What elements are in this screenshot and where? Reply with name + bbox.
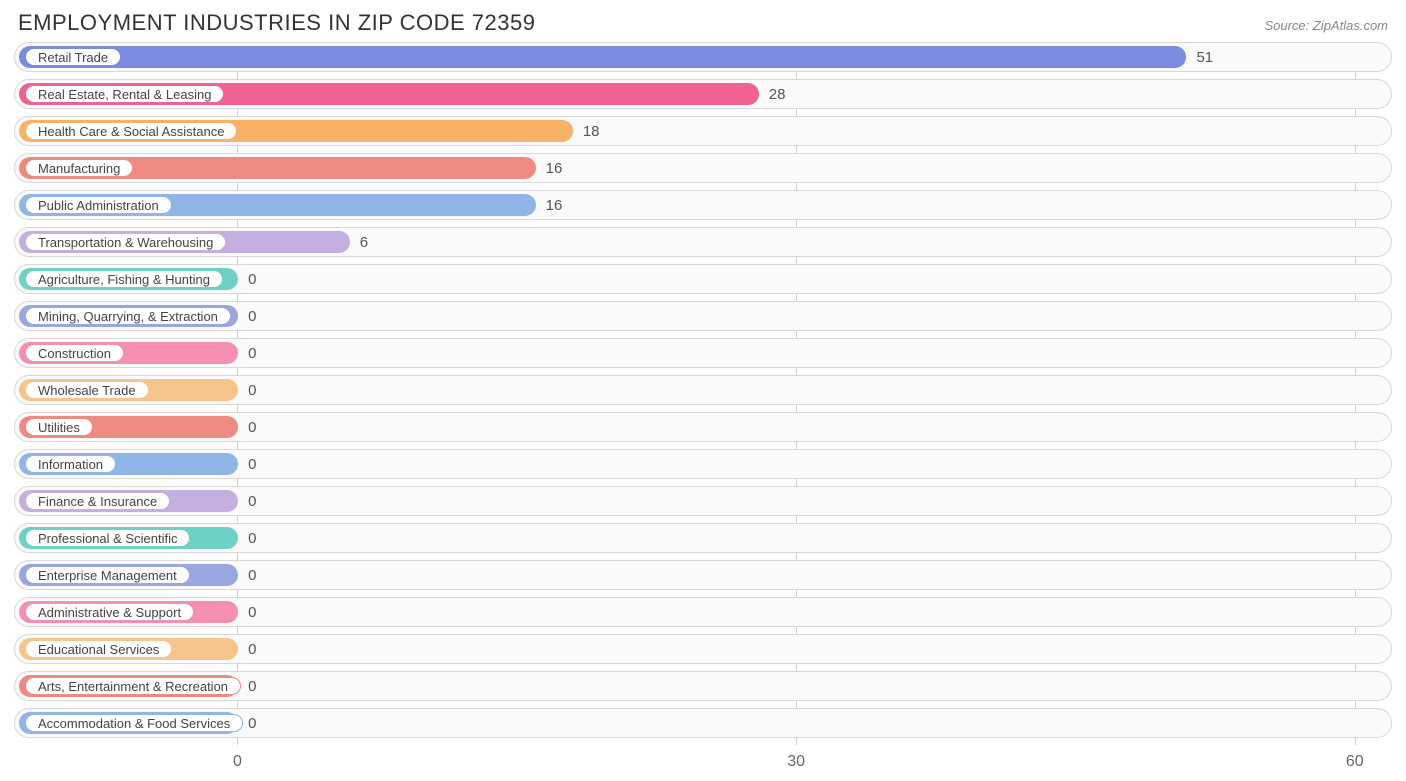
bar-row: Finance & Insurance 0 bbox=[14, 486, 1392, 516]
bar-row: Arts, Entertainment & Recreation0 bbox=[14, 671, 1392, 701]
bar-label: Finance & Insurance bbox=[25, 492, 170, 510]
bar-value: 0 bbox=[238, 265, 256, 293]
bar-row: Manufacturing 16 bbox=[14, 153, 1392, 183]
bar-label: Public Administration bbox=[25, 196, 172, 214]
bar-row: Real Estate, Rental & Leasing 28 bbox=[14, 79, 1392, 109]
bar-label: Real Estate, Rental & Leasing bbox=[25, 85, 224, 103]
bar-row: Agriculture, Fishing & Hunting 0 bbox=[14, 264, 1392, 294]
bar-value: 16 bbox=[536, 154, 563, 182]
bar-row: Transportation & Warehousing 6 bbox=[14, 227, 1392, 257]
bar-value: 0 bbox=[238, 635, 256, 663]
bar-value: 0 bbox=[238, 302, 256, 330]
bar-value: 0 bbox=[238, 598, 256, 626]
bar-row: Health Care & Social Assistance 18 bbox=[14, 116, 1392, 146]
bar-value: 16 bbox=[536, 191, 563, 219]
bar-label: Information bbox=[25, 455, 116, 473]
axis-tick-label: 60 bbox=[1346, 753, 1364, 771]
bar-row: Professional & Scientific 0 bbox=[14, 523, 1392, 553]
bar-value: 0 bbox=[238, 561, 256, 589]
bar-value: 0 bbox=[238, 709, 256, 737]
bar-row: Information 0 bbox=[14, 449, 1392, 479]
chart-header: EMPLOYMENT INDUSTRIES IN ZIP CODE 72359 … bbox=[14, 10, 1392, 36]
bar-row: Construction 0 bbox=[14, 338, 1392, 368]
bar-row: Public Administration 16 bbox=[14, 190, 1392, 220]
bar-label: Professional & Scientific bbox=[25, 529, 190, 547]
x-axis: 0 30 60 bbox=[14, 749, 1392, 771]
bar-value: 0 bbox=[238, 413, 256, 441]
bar-value: 18 bbox=[573, 117, 600, 145]
bar-label: Arts, Entertainment & Recreation bbox=[25, 677, 241, 695]
bar-label: Utilities bbox=[25, 418, 93, 436]
chart-source: Source: ZipAtlas.com bbox=[1264, 18, 1388, 33]
bar-value: 0 bbox=[238, 487, 256, 515]
bar-label: Administrative & Support bbox=[25, 603, 194, 621]
bar-value: 6 bbox=[350, 228, 368, 256]
bar-row: Accommodation & Food Services0 bbox=[14, 708, 1392, 738]
axis-tick-label: 0 bbox=[233, 753, 242, 771]
bar-row: Mining, Quarrying, & Extraction 0 bbox=[14, 301, 1392, 331]
bar-row: Administrative & Support 0 bbox=[14, 597, 1392, 627]
bar-label: Mining, Quarrying, & Extraction bbox=[25, 307, 231, 325]
bar-row: Educational Services 0 bbox=[14, 634, 1392, 664]
bar-label: Accommodation & Food Services bbox=[25, 714, 243, 732]
chart-title: EMPLOYMENT INDUSTRIES IN ZIP CODE 72359 bbox=[18, 10, 536, 36]
bar-label: Wholesale Trade bbox=[25, 381, 149, 399]
bar-label: Educational Services bbox=[25, 640, 172, 658]
bar-value: 0 bbox=[238, 524, 256, 552]
bar-row: Utilities 0 bbox=[14, 412, 1392, 442]
bar-row: Enterprise Management 0 bbox=[14, 560, 1392, 590]
bar-row: Retail Trade 51 bbox=[14, 42, 1392, 72]
bar-value: 28 bbox=[759, 80, 786, 108]
bar-value: 0 bbox=[238, 376, 256, 404]
bar-label: Health Care & Social Assistance bbox=[25, 122, 237, 140]
bar-label: Construction bbox=[25, 344, 124, 362]
chart-rows: Retail Trade 51 Real Estate, Rental & Leas… bbox=[14, 42, 1392, 738]
bar-label: Agriculture, Fishing & Hunting bbox=[25, 270, 223, 288]
bar-row: Wholesale Trade 0 bbox=[14, 375, 1392, 405]
bar-label: Retail Trade bbox=[25, 48, 121, 66]
bar-label: Transportation & Warehousing bbox=[25, 233, 226, 251]
bar-value: 0 bbox=[238, 672, 256, 700]
bar bbox=[19, 46, 1186, 68]
bar-value: 0 bbox=[238, 339, 256, 367]
axis-tick-label: 30 bbox=[787, 753, 805, 771]
bar-label: Manufacturing bbox=[25, 159, 133, 177]
bar-value: 0 bbox=[238, 450, 256, 478]
chart-area: Retail Trade 51 Real Estate, Rental & Leas… bbox=[14, 42, 1392, 771]
bar-label: Enterprise Management bbox=[25, 566, 190, 584]
bar-value: 51 bbox=[1186, 43, 1213, 71]
